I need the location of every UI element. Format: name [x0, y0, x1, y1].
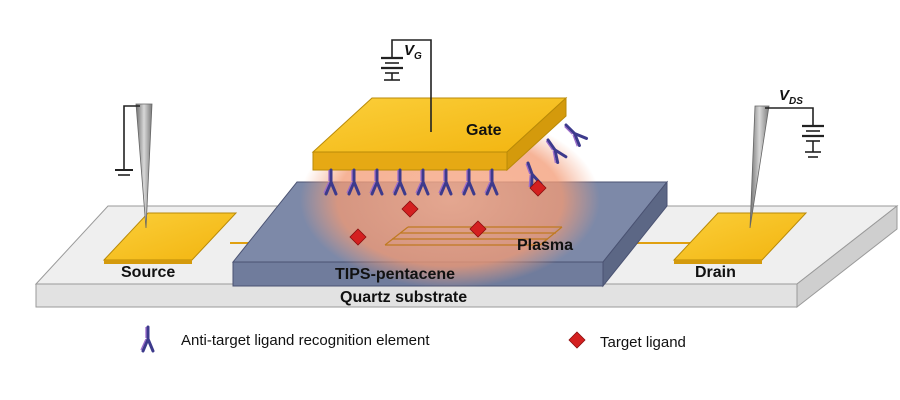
drain-label: Drain: [695, 264, 736, 281]
target-ligand: [349, 228, 367, 246]
source-electrode: [102, 212, 238, 264]
gate-electrode: [311, 96, 568, 172]
substrate-label: Quartz substrate: [340, 289, 467, 306]
drain-electrode: [672, 212, 808, 264]
source-label: Source: [121, 264, 175, 281]
target-ligand: [529, 179, 547, 197]
source-probe: [115, 103, 153, 229]
target-ligand: [469, 220, 487, 238]
target-ligand: [401, 200, 419, 218]
legend-antibody-text: Anti-target ligand recognition element: [181, 332, 430, 349]
gate-voltage-label: VG: [404, 42, 422, 62]
target-legend-icon: [568, 331, 586, 349]
drain-probe: [749, 105, 824, 229]
plasma-label: Plasma: [517, 237, 573, 254]
legend-target-text: Target ligand: [600, 334, 686, 351]
antibody-legend-icon: [139, 325, 155, 353]
drain-voltage-label: VDS: [779, 87, 803, 107]
semiconductor-label: TIPS-pentacene: [335, 266, 455, 283]
gate-voltage-circuit: [381, 39, 432, 132]
target-ligands: [349, 179, 547, 246]
legend: Anti-target ligand recognition element T…: [139, 325, 686, 353]
gate-label: Gate: [466, 122, 502, 139]
